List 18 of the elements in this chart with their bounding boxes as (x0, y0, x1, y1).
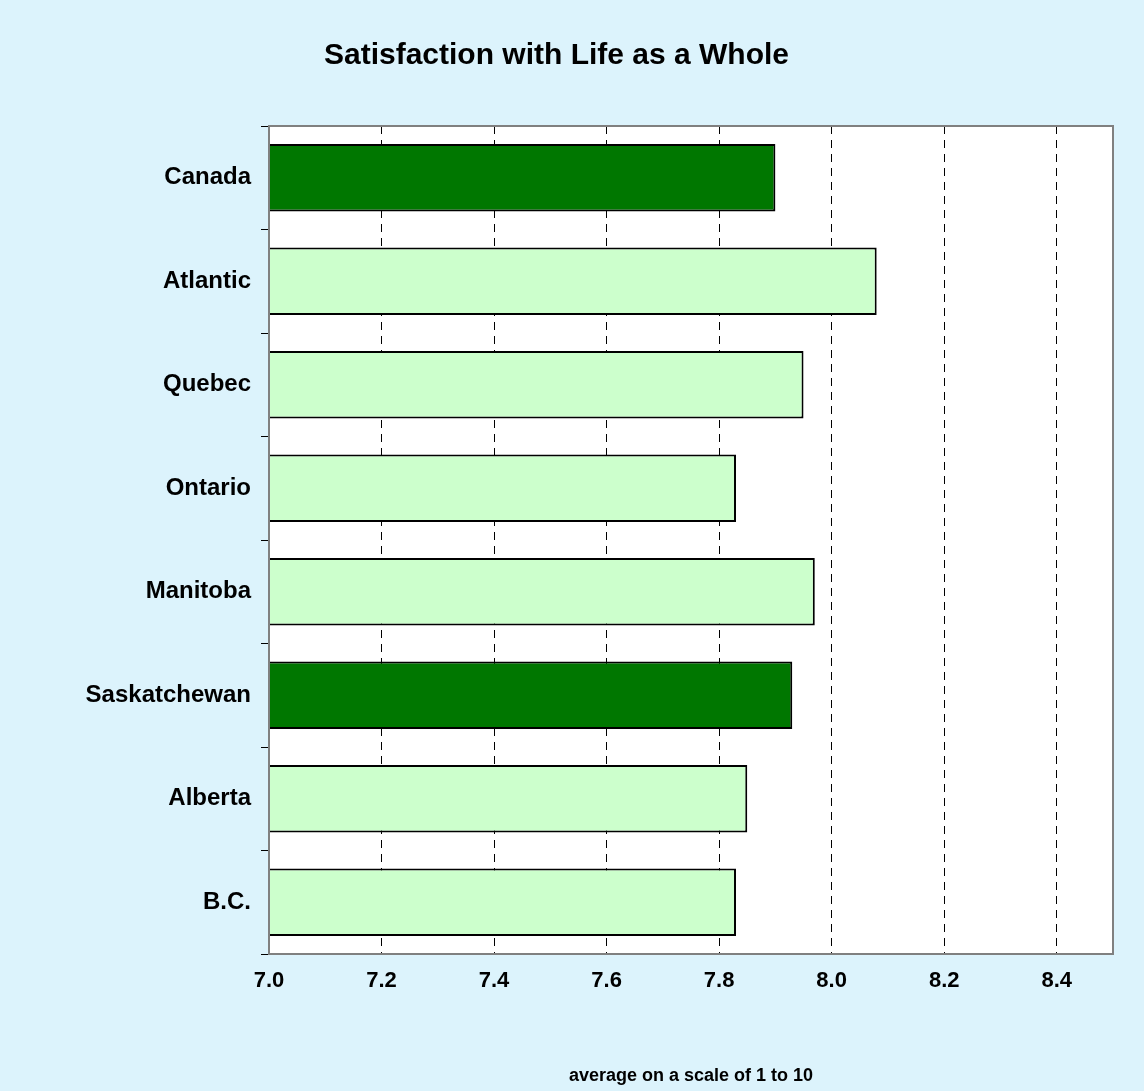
y-tick-label: Canada (164, 162, 252, 190)
x-tick-label: 7.6 (591, 967, 622, 993)
y-tick-label: Alberta (168, 783, 252, 811)
x-axis-title: average on a scale of 1 to 10 (568, 1065, 814, 1086)
x-tick-label: 7.2 (366, 967, 397, 993)
y-tick-label: Saskatchewan (85, 679, 251, 707)
y-tick-label: Manitoba (145, 576, 252, 604)
y-tick-label: Atlantic (162, 265, 251, 293)
chart-title: Satisfaction with Life as a Whole (323, 37, 790, 71)
x-tick-label: 7.0 (253, 967, 285, 993)
x-tick-label: 7.8 (703, 967, 735, 993)
y-tick-label: Quebec (162, 369, 251, 397)
x-tick-label: 8.4 (1041, 967, 1073, 993)
y-tick-label: B.C. (203, 886, 251, 914)
x-tick-label: 7.4 (478, 967, 511, 993)
x-tick-label: 8.0 (816, 967, 847, 993)
y-tick-label: Ontario (165, 472, 251, 500)
x-tick-label: 8.2 (928, 967, 960, 993)
